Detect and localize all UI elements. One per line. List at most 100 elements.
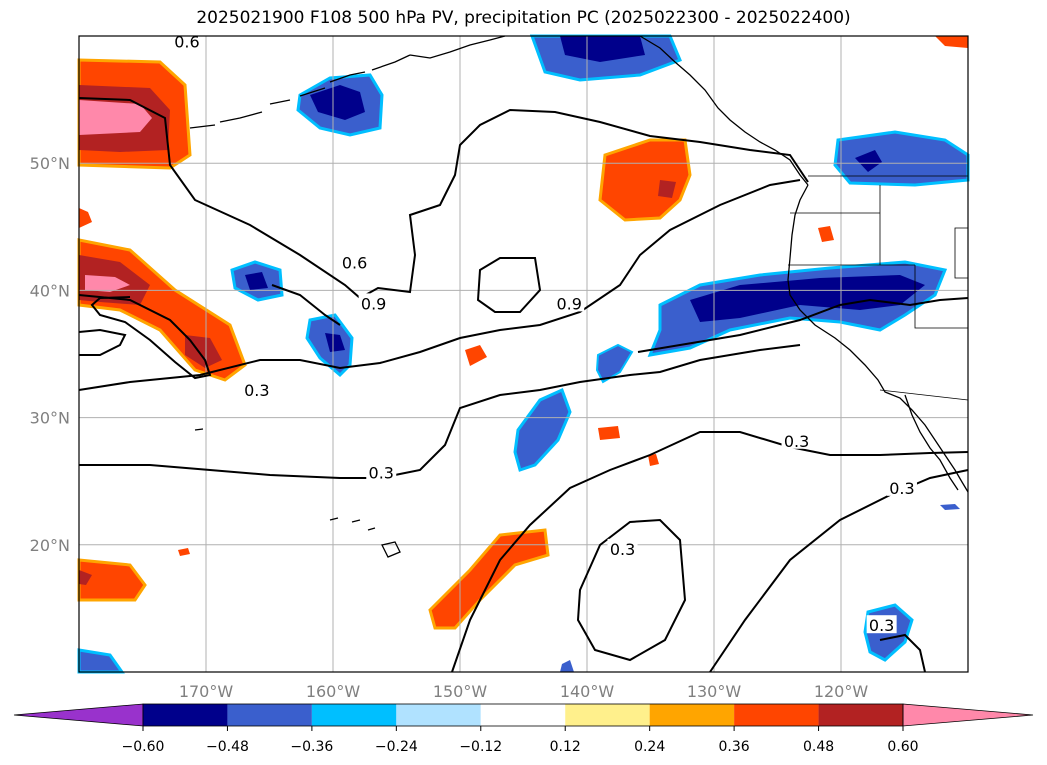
precip-area-sub-blue — [513, 387, 572, 472]
precip-area-bc-dark — [855, 150, 882, 172]
precip-area-bottom-blue — [560, 660, 574, 672]
map-frame — [78, 35, 969, 673]
contour-label: 0.6 — [174, 32, 199, 51]
precip-area-sw-darkred — [79, 570, 92, 585]
contour-label-bg — [366, 462, 397, 481]
precip-area-w-darkred-2 — [185, 335, 222, 368]
baja-california — [904, 394, 959, 491]
coastlines — [189, 35, 969, 558]
colorbar-tick-label: −0.48 — [206, 739, 249, 755]
contour-label-bg — [781, 430, 812, 449]
negative-precip-areas — [77, 34, 970, 674]
pv-contour-0-3-loop — [576, 518, 687, 662]
precip-area-sw-small — [178, 548, 190, 556]
colorbar-tick-label: −0.24 — [375, 739, 418, 755]
contour-label: 0.6 — [342, 254, 367, 273]
precip-area-bc-blue — [833, 130, 970, 187]
contour-label: 0.9 — [556, 294, 581, 313]
contour-label: 0.3 — [784, 432, 809, 451]
contour-label-bg — [554, 293, 585, 312]
contour-label: 0.3 — [369, 464, 394, 483]
colorbar-frame — [142, 703, 904, 727]
contour-label-bg — [358, 293, 389, 312]
colorbar-extend-low — [13, 703, 144, 727]
contour-label: 0.3 — [889, 479, 914, 498]
precip-area-small-blue-5 — [940, 504, 960, 510]
contour-label: 0.3 — [244, 381, 269, 400]
contour-label: 0.3 — [610, 540, 635, 559]
positive-precip-areas — [77, 36, 968, 630]
precip-area-sw-blue — [77, 648, 125, 674]
contour-label: 0.9 — [361, 294, 386, 313]
precip-area-w-core — [85, 275, 130, 292]
alaska-coast — [409, 35, 506, 59]
precip-area-ne-corner — [935, 36, 968, 48]
precip-area-small-dark-1 — [245, 272, 268, 290]
colorbar-extend-high — [902, 703, 1034, 727]
small-island-1 — [194, 428, 204, 431]
colorbar-swatch — [818, 704, 903, 726]
pv-contour-0-3-se-loop — [879, 633, 926, 673]
precip-area-n-coast-dark — [560, 36, 645, 62]
hawaiian-islands — [329, 517, 401, 558]
pv-contours — [78, 97, 969, 673]
colorbar-swatch — [311, 704, 397, 726]
contour-label-bg — [866, 615, 897, 634]
contour-label-bg — [241, 379, 272, 398]
pv-contour-0-3-south — [451, 431, 969, 673]
state-borders — [788, 185, 969, 401]
colorbar-tick-label: −0.12 — [459, 739, 502, 755]
alaska-panhandle-coast — [639, 35, 809, 186]
precip-area-gulf-alaska-core — [658, 180, 676, 198]
lat-tick-label: 20°N — [30, 536, 70, 555]
precip-area-small-dark-2 — [325, 333, 345, 352]
colorbar-tick-label: 0.24 — [634, 739, 665, 755]
pv-contour-0-6-loop — [78, 328, 127, 356]
precip-area-nw-core — [79, 100, 152, 135]
precip-area-w-small — [79, 208, 92, 228]
contour-labels: 0.6 0.6 0.9 0.9 0.3 0.3 0.3 0.3 0.3 0.3 — [171, 31, 917, 635]
aleutian-islands — [189, 54, 411, 129]
map-title: 2025021900 F108 500 hPa PV, precipitatio… — [196, 8, 851, 28]
precip-area-small-3 — [598, 426, 620, 440]
pv-contour-0-3-se — [709, 469, 969, 673]
colorbar: −0.60 −0.48 −0.36 −0.24 −0.12 0.12 0.24 0.36 0.4… — [13, 703, 1034, 755]
precip-area-aleutian-dark — [310, 85, 365, 120]
na-west-coast — [787, 184, 969, 493]
longitude-labels: 170°W 160°W 150°W 140°W 130°W 120°W — [179, 682, 869, 701]
contour-label: 0.3 — [869, 616, 894, 635]
precipitation-shading — [77, 34, 970, 674]
colorbar-swatch — [649, 704, 735, 726]
lat-tick-label: 30°N — [30, 409, 70, 428]
pv-contour-0-3-main — [78, 179, 801, 391]
lon-tick-label: 170°W — [179, 682, 234, 701]
colorbar-tick-label: 0.48 — [803, 739, 834, 755]
colorbar-tick-label: −0.60 — [122, 739, 165, 755]
precip-area-small-2 — [465, 345, 487, 366]
pv-contour-0-6-ca — [637, 297, 969, 353]
precip-area-small-4 — [648, 454, 659, 466]
lat-tick-label: 50°N — [30, 154, 70, 173]
colorbar-tick-label: 0.36 — [719, 739, 750, 755]
colorbar-tick-label: 0.12 — [550, 739, 581, 755]
contour-label-bg — [607, 538, 638, 557]
pv-contour-0-9-center — [476, 257, 542, 313]
colorbar-tick-label: −0.36 — [290, 739, 333, 755]
colorbar-tick-label: 0.60 — [887, 739, 918, 755]
lon-tick-label: 140°W — [560, 682, 615, 701]
lat-tick-label: 40°N — [30, 281, 70, 300]
lon-tick-label: 150°W — [433, 682, 488, 701]
contour-label-bg — [886, 477, 917, 496]
colorbar-swatch — [734, 704, 819, 726]
pv-contour-0-9-west — [271, 284, 341, 326]
political-borders — [788, 175, 969, 401]
colorbar-swatch — [480, 704, 566, 726]
pv-contour-0-3-mid — [79, 344, 801, 479]
pv-contour-0-6-north — [78, 97, 809, 300]
precip-area-small-1 — [818, 226, 834, 242]
colorbar-swatch — [227, 704, 312, 726]
colorbar-swatch — [565, 704, 650, 726]
precip-area-small-blue-3 — [595, 343, 634, 384]
colorbar-swatch — [396, 704, 481, 726]
